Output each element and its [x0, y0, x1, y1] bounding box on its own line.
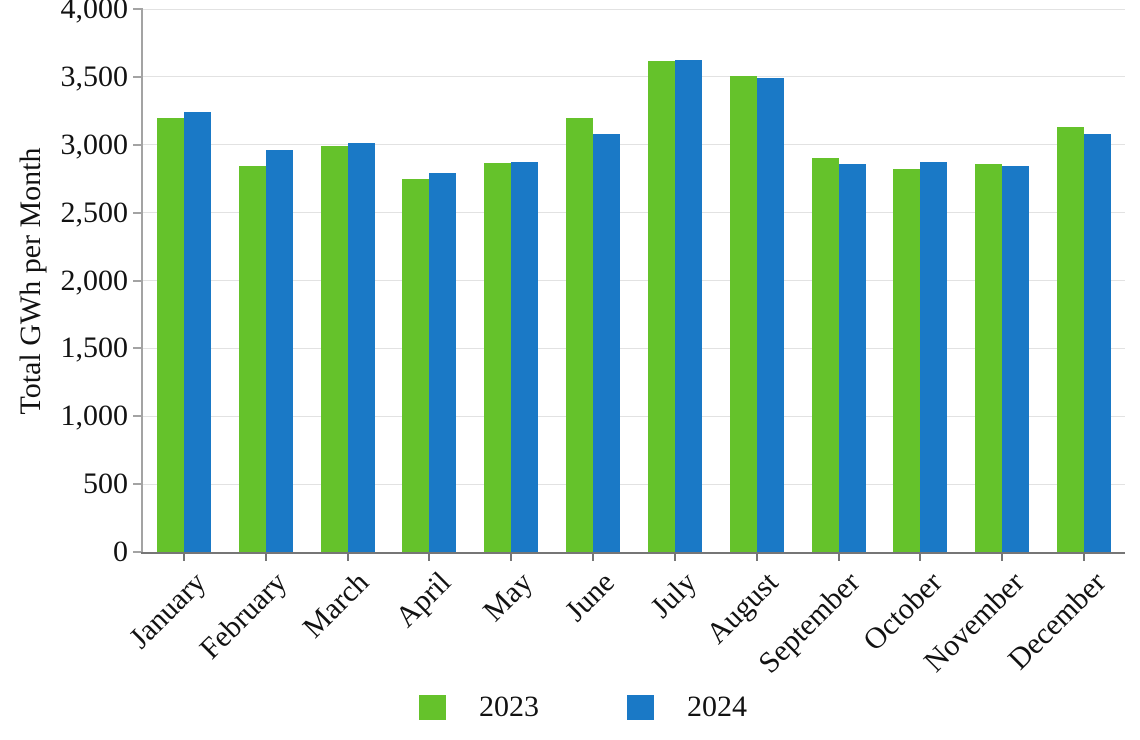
bar-2024-march [347, 143, 375, 552]
y-tick-label-1500: 1,500 [60, 331, 129, 365]
x-label-april: April [389, 565, 458, 634]
x-tick-august [755, 552, 758, 561]
y-tick-label-3000: 3,000 [60, 127, 129, 161]
y-axis-title: Total GWh per Month [14, 147, 47, 415]
bar-2023-july [647, 60, 675, 552]
bar-2024-may [511, 162, 539, 552]
x-tick-may [510, 552, 513, 561]
x-tick-june [592, 552, 595, 561]
bar-2024-december [1084, 133, 1112, 552]
x-tick-january [182, 552, 185, 561]
chart-legend: 2023 2024 [0, 692, 1140, 722]
y-tick-label-1000: 1,000 [60, 399, 129, 433]
gridline-2000 [143, 280, 1125, 281]
x-tick-march [346, 552, 349, 561]
bar-2023-october [893, 168, 921, 552]
gridline-1000 [143, 415, 1125, 417]
bar-2023-january [156, 117, 184, 552]
bar-2024-april [429, 173, 457, 552]
legend-swatch-2023 [419, 694, 446, 720]
gridline-1500 [143, 347, 1125, 349]
bar-2024-september [838, 164, 866, 552]
y-tick-3500 [133, 75, 143, 78]
bar-2023-february [238, 166, 266, 552]
legend-swatch-2024 [627, 694, 654, 720]
gridline-2500 [143, 212, 1125, 214]
y-tick-1000 [133, 415, 143, 418]
y-tick-2000 [133, 279, 143, 282]
y-tick-label-4000: 4,000 [60, 0, 129, 25]
x-label-march: March [296, 565, 376, 645]
bar-2024-june [593, 133, 621, 552]
x-tick-july [673, 552, 676, 561]
y-tick-4000 [133, 8, 143, 10]
gridline-3500 [143, 76, 1125, 78]
x-label-july: July [644, 565, 703, 625]
x-tick-february [264, 552, 267, 561]
bar-2023-may [484, 163, 512, 552]
bar-2023-april [402, 179, 430, 552]
x-label-june: June [558, 565, 621, 628]
gridline-500 [143, 483, 1125, 485]
y-tick-label-0: 0 [113, 535, 128, 568]
y-tick-3000 [133, 143, 143, 146]
legend-item-2023: 2023 [419, 692, 539, 722]
bar-2024-november [1002, 165, 1030, 552]
y-tick-label-3500: 3,500 [60, 59, 129, 93]
gridline-4000 [143, 8, 1125, 10]
bar-2023-march [320, 146, 348, 552]
y-tick-2500 [133, 211, 143, 214]
legend-label-2023: 2023 [479, 690, 539, 723]
x-tick-april [428, 552, 431, 561]
y-tick-label-2000: 2,000 [60, 263, 129, 297]
y-tick-500 [133, 483, 143, 486]
legend-item-2024: 2024 [627, 692, 747, 722]
bar-2023-june [566, 117, 594, 552]
bar-2024-august [756, 78, 784, 552]
x-axis-line [141, 552, 1125, 554]
x-tick-november [1001, 552, 1004, 561]
gridline-3000 [143, 144, 1125, 146]
bar-2024-october [920, 161, 948, 552]
y-axis-line [141, 9, 143, 552]
bar-2023-september [811, 158, 839, 552]
x-label-february: February [193, 565, 294, 666]
legend-label-2024: 2024 [687, 690, 747, 723]
bar-2023-november [975, 164, 1003, 552]
x-tick-december [1083, 552, 1086, 561]
y-tick-0 [133, 551, 143, 553]
y-tick-label-500: 500 [83, 467, 128, 501]
x-tick-october [919, 552, 922, 561]
y-tick-1500 [133, 347, 143, 350]
y-tick-label-2500: 2,500 [60, 195, 129, 229]
x-tick-september [837, 552, 840, 561]
bar-2024-july [674, 59, 702, 552]
bar-2023-december [1057, 127, 1085, 552]
x-label-may: May [476, 565, 540, 628]
bar-2024-january [183, 112, 211, 552]
bar-2023-august [729, 76, 757, 552]
bar-2024-february [265, 150, 293, 552]
